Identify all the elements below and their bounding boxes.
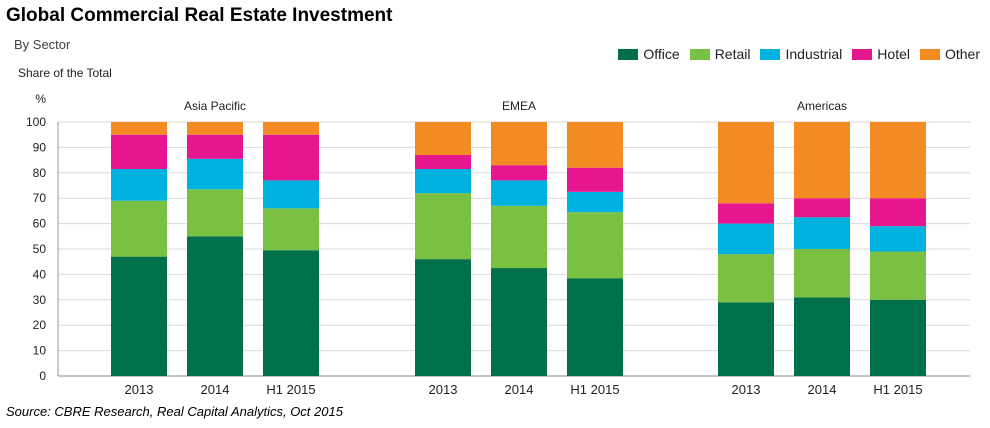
bar-segment-industrial bbox=[794, 217, 850, 249]
bar-segment-office bbox=[111, 256, 167, 376]
y-tick-label: 60 bbox=[33, 217, 47, 231]
legend-label: Office bbox=[643, 46, 680, 62]
bar-segment-office bbox=[567, 278, 623, 376]
legend-swatch bbox=[760, 48, 781, 60]
bar-segment-other bbox=[870, 122, 926, 199]
bar-segment-industrial bbox=[111, 168, 167, 201]
legend: Office Retail Industrial Hotel Other bbox=[618, 46, 980, 62]
bar-segment-hotel bbox=[111, 134, 167, 169]
x-tick-label: 2013 bbox=[732, 382, 761, 397]
bar-segment-industrial bbox=[415, 168, 471, 194]
bar-segment-hotel bbox=[415, 155, 471, 169]
legend-item: Hotel bbox=[852, 46, 910, 62]
bar-segment-other bbox=[491, 122, 547, 166]
bar-segment-other bbox=[567, 122, 623, 168]
bar-segment-retail bbox=[491, 205, 547, 269]
legend-swatch bbox=[689, 48, 710, 60]
bar-segment-retail bbox=[794, 249, 850, 298]
group-label: Asia Pacific bbox=[184, 99, 246, 113]
x-tick-label: H1 2015 bbox=[570, 382, 619, 397]
legend-label: Hotel bbox=[877, 46, 910, 62]
y-tick-label: 90 bbox=[33, 140, 47, 154]
bar-segment-hotel bbox=[187, 134, 243, 159]
bar-segment-other bbox=[415, 122, 471, 156]
bar-segment-hotel bbox=[870, 198, 926, 227]
y-tick-label: 40 bbox=[33, 267, 47, 281]
x-tick-label: 2013 bbox=[429, 382, 458, 397]
bar-segment-hotel bbox=[491, 165, 547, 181]
source-note: Source: CBRE Research, Real Capital Anal… bbox=[6, 404, 343, 419]
bar-segment-office bbox=[794, 297, 850, 376]
y-axis-label: Share of the Total bbox=[18, 66, 112, 80]
bar-segment-office bbox=[415, 259, 471, 376]
legend-label: Retail bbox=[714, 46, 751, 62]
bar-segment-industrial bbox=[718, 223, 774, 255]
bar-segment-industrial bbox=[870, 226, 926, 252]
group-label: EMEA bbox=[502, 99, 536, 113]
x-tick-label: H1 2015 bbox=[266, 382, 315, 397]
y-tick-label: 80 bbox=[33, 166, 47, 180]
legend-label: Other bbox=[944, 46, 980, 62]
x-tick-label: 2014 bbox=[201, 382, 230, 397]
legend-item: Office bbox=[618, 46, 680, 62]
bar-segment-retail bbox=[870, 251, 926, 300]
y-tick-label: 100 bbox=[26, 115, 46, 129]
y-tick-label: 20 bbox=[33, 318, 47, 332]
y-unit-label: % bbox=[35, 92, 46, 106]
bar-segment-retail bbox=[187, 189, 243, 237]
y-tick-label: 0 bbox=[39, 369, 46, 383]
bar-segment-other bbox=[794, 122, 850, 199]
bar-segment-office bbox=[491, 268, 547, 376]
legend-item: Retail bbox=[689, 46, 751, 62]
bar-segment-other bbox=[187, 122, 243, 135]
bar-segment-hotel bbox=[567, 167, 623, 192]
bar-segment-industrial bbox=[567, 191, 623, 213]
bar-segment-industrial bbox=[187, 158, 243, 190]
bar-segment-office bbox=[870, 299, 926, 376]
bar-segment-industrial bbox=[263, 180, 319, 209]
x-tick-label: 2014 bbox=[505, 382, 534, 397]
legend-swatch bbox=[618, 48, 639, 60]
chart-title: Global Commercial Real Estate Investment bbox=[6, 5, 393, 26]
x-tick-label: 2014 bbox=[808, 382, 837, 397]
legend-item: Other bbox=[919, 46, 980, 62]
y-tick-label: 10 bbox=[33, 344, 47, 358]
bar-segment-hotel bbox=[794, 198, 850, 218]
bar-segment-retail bbox=[415, 193, 471, 260]
bar-segment-retail bbox=[718, 254, 774, 303]
bar-segment-hotel bbox=[718, 203, 774, 224]
y-tick-label: 50 bbox=[33, 242, 47, 256]
bar-segment-hotel bbox=[263, 134, 319, 181]
x-tick-label: 2013 bbox=[125, 382, 154, 397]
y-tick-label: 30 bbox=[33, 293, 47, 307]
x-tick-label: H1 2015 bbox=[873, 382, 922, 397]
group-label: Americas bbox=[797, 99, 847, 113]
bar-segment-retail bbox=[263, 208, 319, 251]
legend-swatch bbox=[919, 48, 940, 60]
legend-swatch bbox=[852, 48, 873, 60]
bar-segment-office bbox=[718, 302, 774, 376]
bar-segment-retail bbox=[567, 212, 623, 279]
bar-segment-industrial bbox=[491, 180, 547, 206]
y-tick-label: 70 bbox=[33, 191, 47, 205]
bar-segment-office bbox=[187, 236, 243, 376]
bar-segment-office bbox=[263, 250, 319, 376]
chart-subtitle: By Sector bbox=[14, 37, 71, 52]
legend-item: Industrial bbox=[760, 46, 842, 62]
legend-label: Industrial bbox=[785, 46, 843, 62]
bar-segment-other bbox=[718, 122, 774, 204]
bar-segment-other bbox=[263, 122, 319, 135]
bar-segment-other bbox=[111, 122, 167, 135]
bar-segment-retail bbox=[111, 200, 167, 257]
